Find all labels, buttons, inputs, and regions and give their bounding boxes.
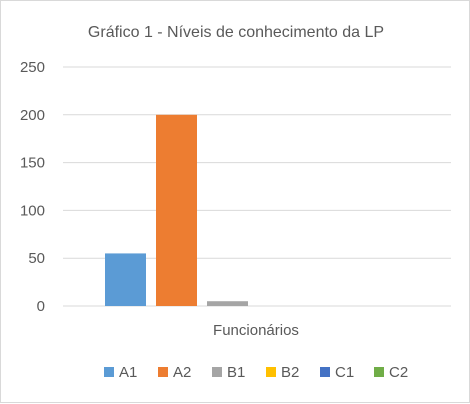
legend: A1 A2 B1 B2 C1 C2 [104,364,408,381]
y-tick-label: 200 [20,107,45,124]
chart-title: Gráfico 1 - Níveis de conhecimento da LP [88,24,384,41]
legend-swatch-c1 [320,367,330,377]
legend-label-a2: A2 [173,364,191,381]
legend-swatch-a1 [104,367,114,377]
legend-swatch-b1 [212,367,222,377]
category-labels: Funcionários [213,322,299,339]
y-tick-label: 250 [20,59,45,76]
y-tick-label: 0 [37,298,45,315]
legend-label-c2: C2 [389,364,408,381]
y-axis-ticks: 0 50 100 150 200 250 [20,59,45,315]
legend-label-b1: B1 [227,364,245,381]
bar-a2 [156,114,197,306]
bars [105,114,248,306]
legend-label-a1: A1 [119,364,137,381]
bar-b1 [207,301,248,306]
legend-swatch-b2 [266,367,276,377]
legend-swatch-c2 [374,367,384,377]
x-category-label: Funcionários [213,322,299,339]
legend-label-b2: B2 [281,364,299,381]
legend-swatch-a2 [158,367,168,377]
legend-label-c1: C1 [335,364,354,381]
bar-a1 [105,253,146,306]
y-tick-label: 50 [28,250,45,267]
y-tick-label: 100 [20,202,45,219]
y-tick-label: 150 [20,155,45,172]
